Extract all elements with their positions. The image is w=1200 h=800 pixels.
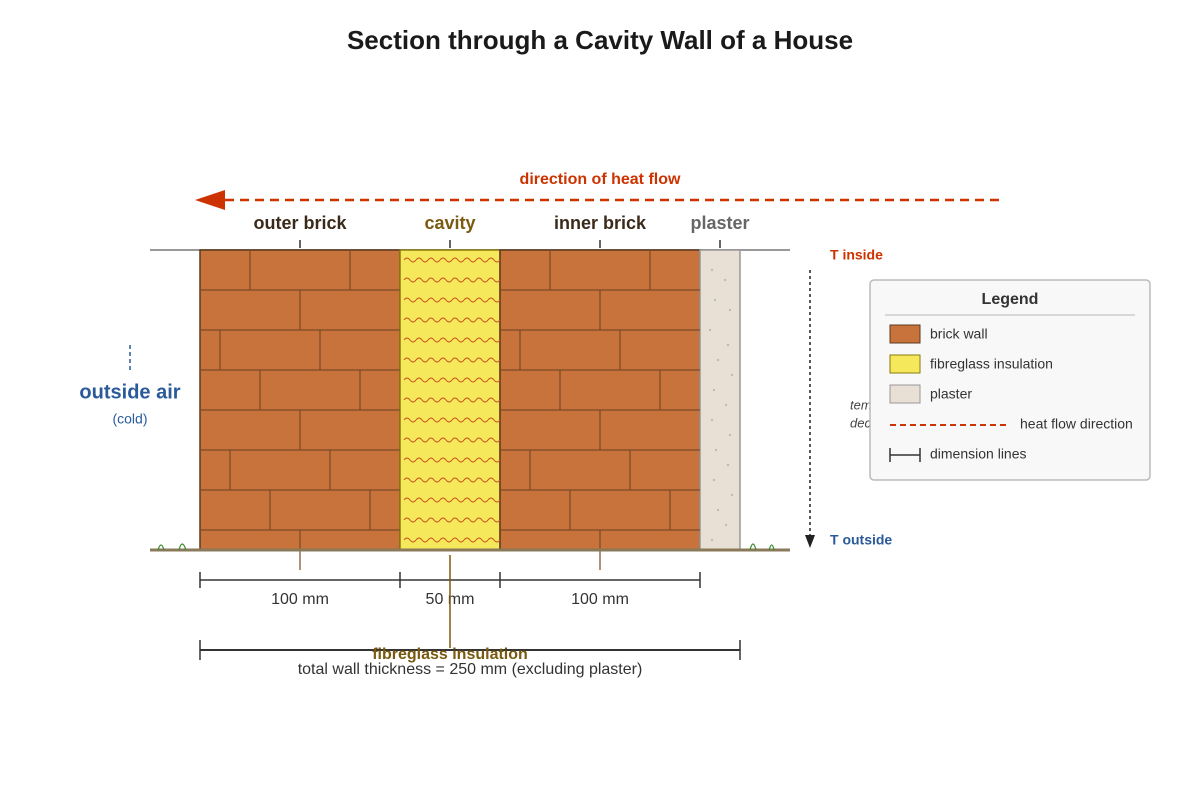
brick-joints xyxy=(200,250,700,570)
plaster xyxy=(699,249,741,551)
cavity-insulation xyxy=(399,249,501,551)
plaster-dot xyxy=(710,538,714,542)
layer-label: plaster xyxy=(690,213,749,233)
fibre-wave xyxy=(403,297,501,303)
plaster-dot xyxy=(713,298,717,302)
temperature-arrowhead xyxy=(805,535,815,548)
legend-swatch xyxy=(889,384,921,404)
fibre-wave xyxy=(403,477,501,483)
outside-air-sublabel: (cold) xyxy=(112,411,147,427)
plaster-dot xyxy=(726,343,730,347)
legend-box xyxy=(869,279,1151,481)
fibre-wave xyxy=(403,517,501,523)
fibre-wave xyxy=(403,357,501,363)
callout-label: fibreglass insulation xyxy=(372,646,528,663)
insulation-texture xyxy=(403,257,501,543)
dimension-label: 100 mm xyxy=(571,591,629,608)
legend-item: heat flow direction xyxy=(1020,416,1133,432)
fibre-wave xyxy=(403,397,501,403)
plaster-dot xyxy=(708,328,712,332)
plaster-dot xyxy=(714,448,718,452)
legend-item: plaster xyxy=(930,386,972,402)
heat-flow-arrowhead xyxy=(195,190,225,210)
layer-label: cavity xyxy=(424,213,475,233)
plaster-dot xyxy=(716,358,720,362)
fibre-wave xyxy=(403,497,501,503)
t-inside: T inside xyxy=(830,247,883,263)
fibre-wave xyxy=(403,317,501,323)
layer-label: outer brick xyxy=(253,213,347,233)
plaster-dot xyxy=(716,508,720,512)
plaster-dot xyxy=(710,268,714,272)
fibre-wave xyxy=(403,257,501,263)
fibre-wave xyxy=(403,377,501,383)
fibre-wave xyxy=(403,277,501,283)
grass xyxy=(157,543,775,551)
plaster-dot xyxy=(723,278,727,282)
legend-item: dimension lines xyxy=(930,446,1027,462)
label-ticks xyxy=(299,240,721,248)
fibre-wave xyxy=(403,337,501,343)
plaster-dot xyxy=(728,433,732,437)
legend-swatch xyxy=(889,448,921,462)
outside-air-label: outside air xyxy=(79,381,180,403)
plaster-dot xyxy=(710,418,714,422)
plaster-dot xyxy=(730,493,734,497)
legend-swatch xyxy=(889,354,921,374)
fibre-wave xyxy=(403,537,501,543)
legend-title: Legend xyxy=(982,291,1039,308)
legend-item: fibreglass insulation xyxy=(930,356,1053,372)
t-outside: T outside xyxy=(830,532,892,548)
plaster-dot xyxy=(712,388,716,392)
total-label: total wall thickness = 250 mm (excluding… xyxy=(298,661,643,678)
layer-label: inner brick xyxy=(554,213,647,233)
plaster-dot xyxy=(728,308,732,312)
plaster-dot xyxy=(730,373,734,377)
legend-swatch xyxy=(889,324,921,344)
title: Section through a Cavity Wall of a House xyxy=(347,25,853,55)
plaster-dot xyxy=(712,478,716,482)
plaster-texture xyxy=(708,268,734,542)
fibre-wave xyxy=(403,437,501,443)
legend-item: brick wall xyxy=(930,326,988,342)
plaster-dot xyxy=(726,463,730,467)
dimension-label: 100 mm xyxy=(271,591,329,608)
fibre-wave xyxy=(403,457,501,463)
plaster-dot xyxy=(724,403,728,407)
fibre-wave xyxy=(403,417,501,423)
plaster-dot xyxy=(724,523,728,527)
heat-flow-label: direction of heat flow xyxy=(520,171,681,188)
